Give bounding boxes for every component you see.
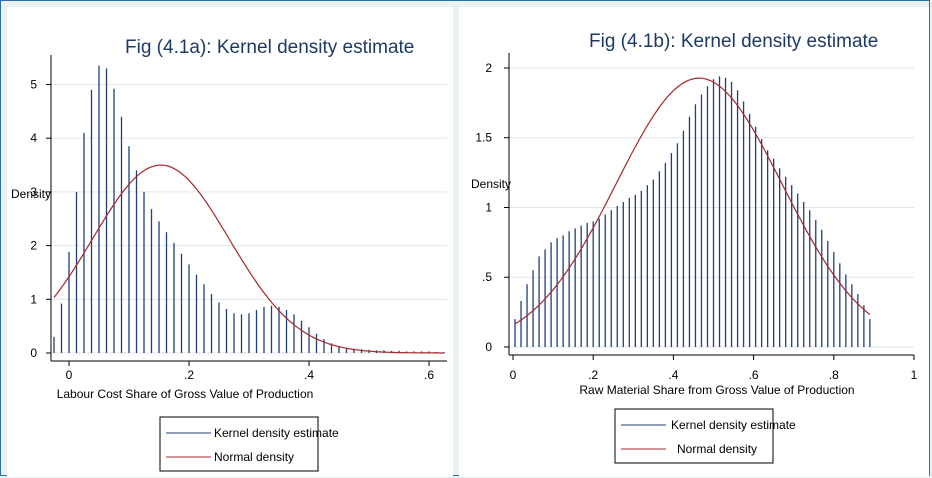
- legend-kde-label: Kernel density estimate: [214, 426, 339, 440]
- x-tick-label: .4: [668, 368, 678, 382]
- legend-box: [159, 416, 319, 472]
- y-tick-label: 1: [30, 292, 37, 306]
- x-tick-label: .6: [749, 368, 759, 382]
- y-tick-label: 2: [485, 61, 492, 75]
- chart-panel-b: 0 .5 1 1.5 2 0 .2 .4 .6 .8 1 Fig (4.1b): Kernel de…: [459, 7, 929, 477]
- x-tick-label: 1: [911, 368, 918, 382]
- y-axis-label: Density: [11, 187, 51, 201]
- x-tick-label: 0: [510, 368, 517, 382]
- y-tick-label: 0: [485, 340, 492, 354]
- y-tick-label: 0: [30, 346, 37, 360]
- legend: Kernel density estimate Normal density: [159, 416, 339, 472]
- y-tick-label: 1: [485, 200, 492, 214]
- legend-normal-label: Normal density: [214, 450, 294, 464]
- legend-normal-label: Normal density: [677, 442, 757, 456]
- y-tick-label: .5: [482, 270, 492, 284]
- normal-density-curve: [514, 77, 871, 325]
- y-axis-label: Density: [471, 177, 511, 191]
- y-tick-label: 3: [30, 185, 37, 199]
- chart-title: Fig (4.1b): Kernel density estimate: [589, 31, 878, 52]
- x-tick-label: .6: [424, 368, 434, 382]
- plot-area: 0 1 2 3 4 5 0 .2 .4 .6: [30, 55, 447, 382]
- x-tick-label: .2: [184, 368, 194, 382]
- legend-kde-label: Kernel density estimate: [671, 418, 796, 432]
- normal-density-curve: [53, 164, 444, 354]
- x-tick-label: 0: [66, 368, 73, 382]
- chart-a-svg: 0 1 2 3 4 5 0 .2 .4 .6 Fig (4.1a): Kernel density…: [11, 37, 447, 472]
- y-tick-label: 4: [30, 131, 37, 145]
- legend-box: [614, 408, 774, 464]
- y-tick-label: 5: [30, 77, 37, 91]
- x-axis-label: Raw Material Share from Gross Value of P…: [579, 383, 854, 397]
- x-tick-label: .2: [588, 368, 598, 382]
- x-axis-label: Labour Cost Share of Gross Value of Prod…: [57, 387, 314, 401]
- plot-area: 0 .5 1 1.5 2 0 .2 .4 .6 .8 1: [475, 53, 918, 382]
- legend: Kernel density estimate Normal density: [614, 408, 796, 464]
- y-tick-label: 2: [30, 239, 37, 253]
- chart-b-svg: 0 .5 1 1.5 2 0 .2 .4 .6 .8 1 Fig (4.1b): Kernel de…: [471, 31, 918, 464]
- x-tick-label: .8: [829, 368, 839, 382]
- chart-title: Fig (4.1a): Kernel density estimate: [125, 37, 414, 58]
- x-tick-label: .4: [304, 368, 314, 382]
- y-tick-label: 1.5: [475, 131, 492, 145]
- chart-panel-a: 0 1 2 3 4 5 0 .2 .4 .6 Fig (4.1a): Kernel density…: [7, 7, 453, 477]
